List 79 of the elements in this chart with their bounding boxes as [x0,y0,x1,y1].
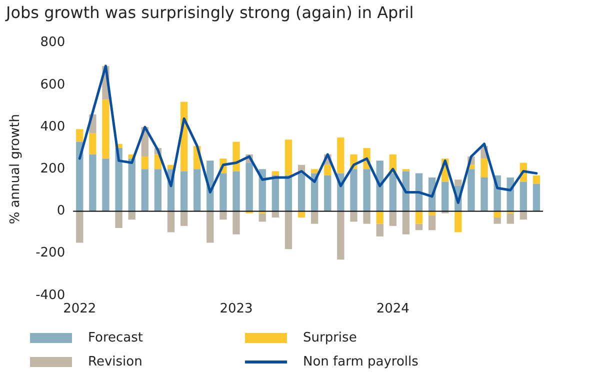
bar [89,133,96,154]
bar [167,211,175,232]
bar [232,142,240,172]
bar [532,175,540,184]
bar [415,224,423,230]
bar [76,142,84,212]
bar [363,169,370,212]
bar [363,211,370,224]
legend-label: Non farm payrolls [303,354,419,370]
legend-label: Revision [88,354,142,370]
bar [337,138,344,174]
bar [337,211,344,260]
bar [115,211,122,228]
bar [298,173,306,212]
bar [310,211,318,224]
bar [389,211,396,226]
bar [506,213,514,224]
bar [102,158,110,212]
bar [480,158,488,178]
y-tick-label: 600 [40,77,66,92]
bar [376,224,384,236]
bar [141,156,148,170]
bar [350,211,358,222]
legend-label: Surprise [303,330,357,346]
chart-title: Jobs growth was surprisingly strong (again) in April [6,3,414,22]
bar [468,169,475,212]
bar [494,211,501,218]
legend-label: Forecast [88,330,144,346]
bar [454,211,462,232]
bar [141,169,148,212]
y-tick-label: 200 [40,161,66,176]
bar [89,154,96,212]
y-tick-label: 400 [40,119,66,134]
bar [232,171,240,212]
bar [258,213,266,222]
y-tick-label: 800 [40,35,66,50]
bar [232,211,240,234]
bar [494,218,501,224]
bar [442,182,449,212]
bar [324,175,332,212]
bar [520,211,528,220]
bar [272,211,280,218]
bar [76,129,84,142]
x-tick-label: 2022 [63,302,96,317]
bar [128,158,136,212]
bar [102,100,110,159]
bar [298,211,306,218]
bar [324,164,332,176]
bar [272,171,280,176]
x-tick-label: 2024 [376,302,410,317]
bar [76,211,84,243]
bar [428,215,436,230]
bar [128,211,136,220]
bar [206,211,214,243]
bar [454,180,462,186]
bar [310,169,318,174]
bar [284,211,292,250]
x-tick-label: 2023 [220,302,253,317]
y-tick-label: -400 [36,288,66,303]
y-tick-label: 0 [56,204,66,219]
bar [376,211,384,224]
bar [532,184,540,212]
bar [350,169,358,212]
bar [284,140,292,176]
y-tick-label: -200 [36,246,66,261]
bar [389,173,396,212]
y-axis-title: % annual growth [8,114,24,224]
bar [520,182,528,212]
bar [246,162,253,212]
bar [402,211,410,234]
bar [154,169,162,212]
bar [220,173,227,212]
bar [220,211,227,220]
bar [415,211,423,224]
bar [180,171,188,212]
bar [115,148,122,212]
bar [480,178,488,212]
bar [180,211,188,226]
bar [194,169,201,212]
